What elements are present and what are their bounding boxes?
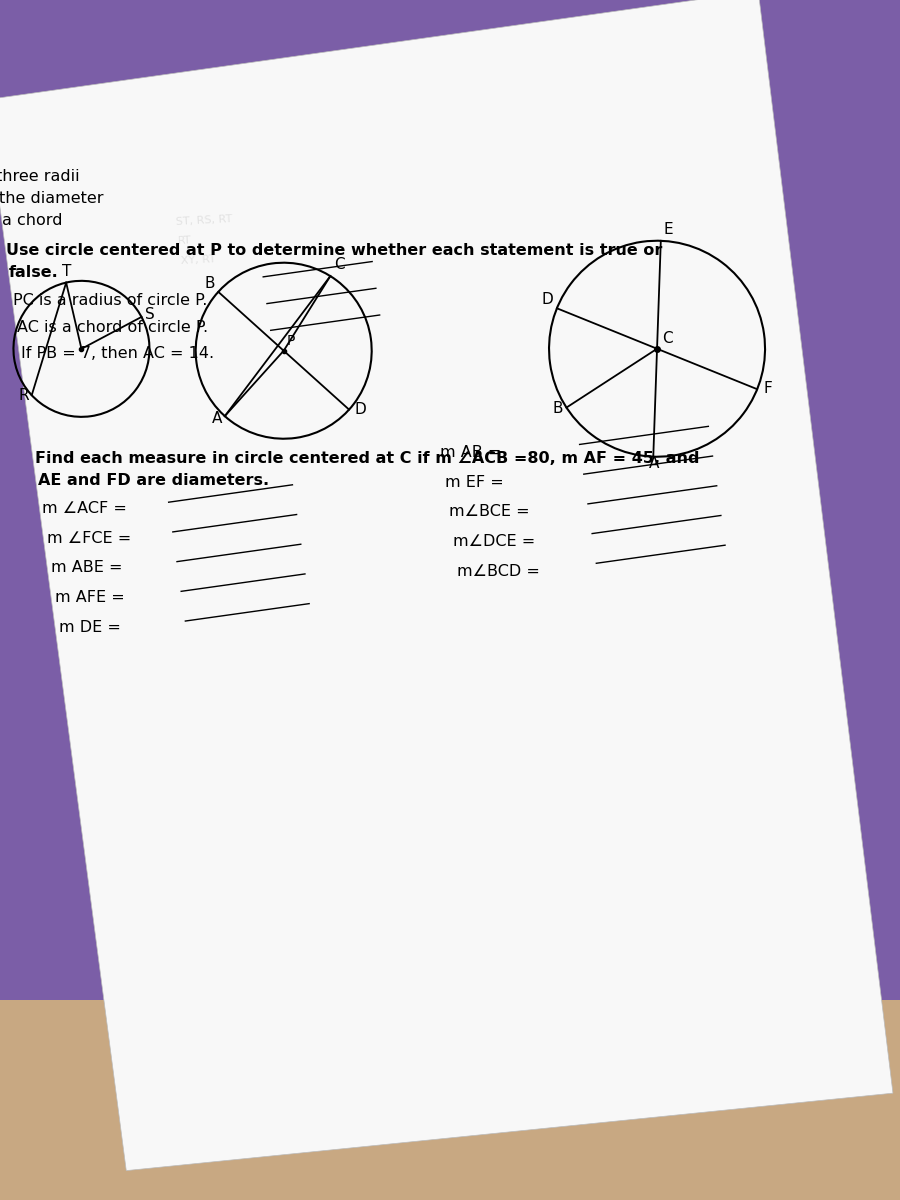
Text: C: C bbox=[334, 257, 345, 271]
Text: m ∠ACF =: m ∠ACF = bbox=[42, 500, 127, 516]
Text: m DE =: m DE = bbox=[59, 619, 121, 635]
Text: R: R bbox=[19, 388, 30, 403]
Text: m AB =: m AB = bbox=[440, 445, 502, 460]
Text: F: F bbox=[763, 382, 772, 396]
Text: B: B bbox=[204, 276, 214, 290]
Text: C: C bbox=[662, 331, 672, 346]
Text: S: S bbox=[145, 307, 155, 323]
Polygon shape bbox=[0, 0, 893, 1171]
Text: P: P bbox=[286, 335, 295, 348]
Text: B: B bbox=[553, 401, 563, 415]
Text: three radii: three radii bbox=[0, 169, 79, 184]
Text: E: E bbox=[663, 222, 673, 238]
Text: A: A bbox=[212, 410, 222, 426]
Bar bbox=[0, 1000, 900, 1200]
Text: m∠BCD =: m∠BCD = bbox=[457, 564, 540, 578]
Text: If PB = 7, then AC = 14.: If PB = 7, then AC = 14. bbox=[21, 347, 213, 361]
Text: RT: RT bbox=[178, 235, 192, 246]
Text: A: A bbox=[649, 456, 660, 472]
Text: m AFE =: m AFE = bbox=[55, 590, 124, 605]
Text: PC is a radius of circle P.: PC is a radius of circle P. bbox=[14, 293, 208, 308]
Text: AE and FD are diameters.: AE and FD are diameters. bbox=[39, 473, 270, 488]
Text: a chord: a chord bbox=[2, 212, 62, 228]
Text: m∠DCE =: m∠DCE = bbox=[453, 534, 536, 550]
Text: D: D bbox=[542, 293, 554, 307]
Text: m ∠FCE =: m ∠FCE = bbox=[47, 530, 130, 546]
Text: m EF =: m EF = bbox=[445, 475, 503, 490]
Text: m ABE =: m ABE = bbox=[50, 560, 122, 575]
Text: XY, RT: XY, RT bbox=[181, 254, 216, 266]
Text: the diameter: the diameter bbox=[0, 191, 104, 206]
Text: ST, RS, RT: ST, RS, RT bbox=[176, 214, 232, 227]
Text: Use circle centered at P to determine whether each statement is true or: Use circle centered at P to determine wh… bbox=[6, 244, 662, 258]
Text: T: T bbox=[61, 264, 71, 280]
Text: false.: false. bbox=[9, 265, 59, 281]
Text: Find each measure in circle centered at C if m ∠ACB =80, m AF = 45, and: Find each measure in circle centered at … bbox=[35, 451, 700, 467]
Text: D: D bbox=[355, 402, 366, 416]
Text: m∠BCE =: m∠BCE = bbox=[449, 504, 529, 520]
Text: AC is a chord of circle P.: AC is a chord of circle P. bbox=[17, 319, 208, 335]
